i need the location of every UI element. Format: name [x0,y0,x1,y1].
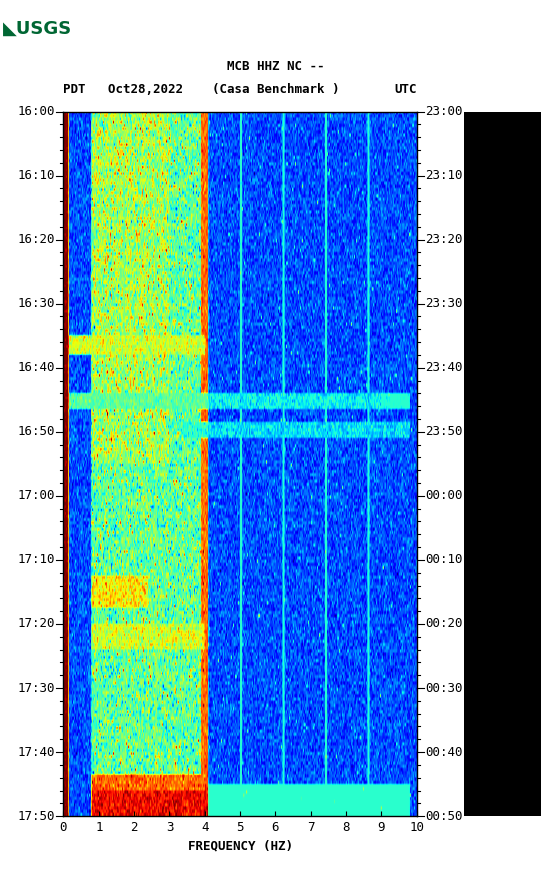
Text: 00:40: 00:40 [425,746,463,758]
Text: 23:00: 23:00 [425,105,463,118]
Text: 00:20: 00:20 [425,617,463,631]
Text: MCB HHZ NC --: MCB HHZ NC -- [227,61,325,73]
Text: 16:30: 16:30 [18,297,55,310]
Text: 17:10: 17:10 [18,553,55,566]
Text: 00:50: 00:50 [425,810,463,822]
Text: (Casa Benchmark ): (Casa Benchmark ) [213,83,339,95]
Text: UTC: UTC [394,83,417,95]
Text: 16:20: 16:20 [18,233,55,246]
Text: 23:10: 23:10 [425,169,463,182]
Text: 17:50: 17:50 [18,810,55,822]
Text: 17:20: 17:20 [18,617,55,631]
Text: 00:30: 00:30 [425,681,463,695]
Text: 16:50: 16:50 [18,425,55,438]
Text: 16:40: 16:40 [18,361,55,375]
Text: 00:00: 00:00 [425,490,463,502]
Text: 23:40: 23:40 [425,361,463,375]
Text: 17:30: 17:30 [18,681,55,695]
Text: 23:20: 23:20 [425,233,463,246]
Text: 00:10: 00:10 [425,553,463,566]
Text: 16:10: 16:10 [18,169,55,182]
Text: 17:00: 17:00 [18,490,55,502]
Text: ◣USGS: ◣USGS [3,20,72,37]
Text: 23:50: 23:50 [425,425,463,438]
X-axis label: FREQUENCY (HZ): FREQUENCY (HZ) [188,839,293,853]
Text: PDT   Oct28,2022: PDT Oct28,2022 [63,83,183,95]
Text: 23:30: 23:30 [425,297,463,310]
Text: 17:40: 17:40 [18,746,55,758]
Text: 16:00: 16:00 [18,105,55,118]
